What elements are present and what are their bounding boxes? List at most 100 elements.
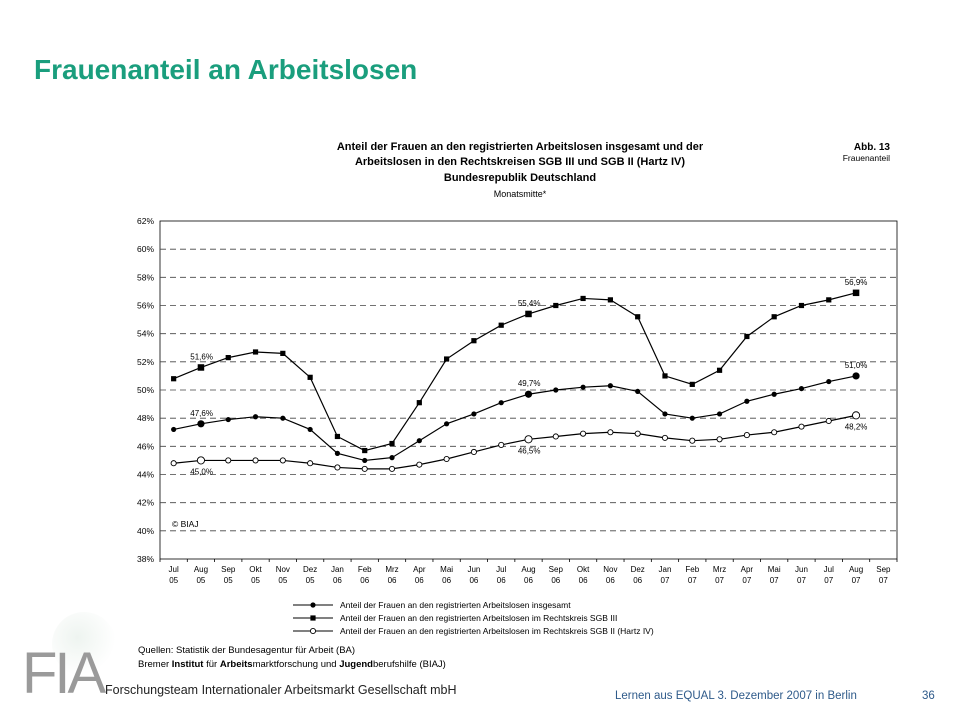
x-tick-label-year: 05 bbox=[251, 576, 260, 585]
x-tick-label-month: Mrz bbox=[385, 565, 398, 574]
data-point bbox=[661, 434, 669, 441]
legend-label: Anteil der Frauen an den registrierten A… bbox=[340, 613, 617, 623]
data-label: 51,0% bbox=[845, 361, 868, 370]
data-point bbox=[471, 338, 477, 344]
x-tick-label-month: Sep bbox=[549, 565, 564, 574]
data-point bbox=[716, 436, 723, 443]
x-tick-label-year: 07 bbox=[715, 576, 724, 585]
legend-label: Anteil der Frauen an den registrierten A… bbox=[340, 626, 654, 636]
x-tick-label-year: 07 bbox=[852, 576, 861, 585]
source-line-2-part: Institut bbox=[171, 659, 204, 670]
x-tick-label-month: Nov bbox=[276, 565, 290, 574]
x-tick-label-month: Jan bbox=[659, 565, 672, 574]
data-point bbox=[552, 433, 559, 440]
x-tick-label-month: Jun bbox=[795, 565, 808, 574]
data-point bbox=[607, 429, 614, 436]
data-point bbox=[389, 455, 395, 461]
data-point bbox=[771, 429, 778, 436]
source-line-2-part: Arbeits bbox=[219, 659, 253, 670]
data-point bbox=[852, 411, 861, 420]
source-line-2-part: für bbox=[203, 659, 220, 670]
globe-icon bbox=[52, 612, 116, 676]
y-tick-label: 56% bbox=[137, 301, 154, 311]
x-tick-label-year: 07 bbox=[742, 576, 751, 585]
data-label: 45,0% bbox=[190, 467, 213, 476]
data-point bbox=[197, 420, 205, 428]
data-point bbox=[225, 457, 232, 464]
data-point bbox=[662, 411, 668, 417]
x-tick-label-month: Jan bbox=[331, 565, 344, 574]
data-point bbox=[309, 627, 317, 635]
x-tick-label-month: Okt bbox=[577, 565, 590, 574]
data-point bbox=[716, 367, 723, 373]
legend-item: Anteil der Frauen an den registrierten A… bbox=[293, 626, 654, 636]
x-tick-label-year: 07 bbox=[770, 576, 779, 585]
data-point bbox=[798, 423, 805, 430]
x-tick-label-month: Jun bbox=[467, 565, 480, 574]
source-line-2-part: Jugend bbox=[339, 659, 373, 670]
x-tick-label-month: Mai bbox=[768, 565, 781, 574]
chart-title-line-3: Bundesrepublik Deutschland bbox=[444, 172, 596, 184]
x-tick-label-month: Jul bbox=[824, 565, 834, 574]
copyright-label: © BIAJ bbox=[172, 519, 199, 529]
data-label: 56,9% bbox=[845, 278, 868, 287]
data-point bbox=[524, 435, 533, 444]
series-line bbox=[173, 414, 857, 470]
data-point bbox=[171, 426, 177, 433]
x-tick-label-month: Sep bbox=[876, 565, 891, 574]
series-0: 47,6% 49,7% 51,0% bbox=[171, 361, 868, 464]
data-point bbox=[826, 378, 832, 385]
series-2: 45,0% 46,5% 48,2% bbox=[170, 411, 868, 476]
source-line-2: Bremer Institut für Arbeitsmarktforschun… bbox=[138, 659, 446, 670]
x-tick-label-year: 07 bbox=[824, 576, 833, 585]
data-point bbox=[471, 411, 477, 417]
x-tick-label-month: Apr bbox=[741, 565, 754, 574]
x-tick-label-month: Jul bbox=[496, 565, 506, 574]
chart-subtitle: Monatsmitte* bbox=[494, 189, 547, 199]
x-tick-label-year: 05 bbox=[169, 576, 178, 585]
data-point bbox=[280, 350, 286, 356]
data-point bbox=[771, 391, 777, 397]
figure-label: Abb. 13 bbox=[854, 142, 891, 153]
x-tick-label-year: 06 bbox=[524, 576, 533, 585]
chart-title-line-1: Anteil der Frauen an den registrierten A… bbox=[337, 141, 704, 153]
data-point bbox=[498, 441, 505, 448]
y-tick-label: 60% bbox=[137, 244, 154, 254]
data-label: 49,7% bbox=[518, 379, 541, 388]
y-tick-label: 48% bbox=[137, 413, 154, 423]
data-point bbox=[798, 385, 805, 392]
data-point bbox=[635, 314, 641, 320]
x-tick-label-month: Sep bbox=[221, 565, 236, 574]
data-point bbox=[498, 400, 504, 406]
data-point bbox=[689, 437, 696, 444]
data-point bbox=[716, 411, 723, 417]
data-point bbox=[252, 349, 259, 355]
data-point bbox=[307, 374, 313, 380]
data-point bbox=[826, 297, 832, 303]
data-point bbox=[362, 457, 368, 464]
data-point bbox=[852, 372, 860, 380]
x-tick-label-month: Apr bbox=[413, 565, 426, 574]
series-layer: 47,6% 49,7% 51,0% 51,6% 55,4% 56,9% 45,0% 46,5%… bbox=[170, 278, 868, 476]
y-tick-label: 50% bbox=[137, 385, 154, 395]
x-tick-label-month: Feb bbox=[358, 565, 372, 574]
data-point bbox=[798, 302, 805, 309]
series-1: 51,6% 55,4% 56,9% bbox=[171, 278, 868, 454]
data-point bbox=[744, 333, 750, 340]
data-point bbox=[416, 461, 423, 468]
legend: Anteil der Frauen an den registrierten A… bbox=[293, 600, 654, 636]
data-point bbox=[580, 384, 586, 390]
data-point bbox=[334, 450, 341, 456]
grid-layer: 38% 40% 42% 44% 46% 48% 50% 52% 54% 56% 58% 60% 62% J… bbox=[137, 216, 898, 585]
x-tick-label-year: 06 bbox=[333, 576, 342, 585]
data-point bbox=[553, 302, 559, 309]
data-label: 48,2% bbox=[845, 422, 868, 431]
data-point bbox=[771, 314, 777, 320]
data-point bbox=[635, 388, 641, 395]
data-point bbox=[310, 602, 316, 608]
x-tick-label-month: Dez bbox=[303, 565, 317, 574]
x-tick-label-year: 05 bbox=[278, 576, 287, 585]
y-tick-label: 44% bbox=[137, 470, 154, 480]
data-point bbox=[279, 457, 286, 464]
x-tick-label-year: 06 bbox=[469, 576, 478, 585]
